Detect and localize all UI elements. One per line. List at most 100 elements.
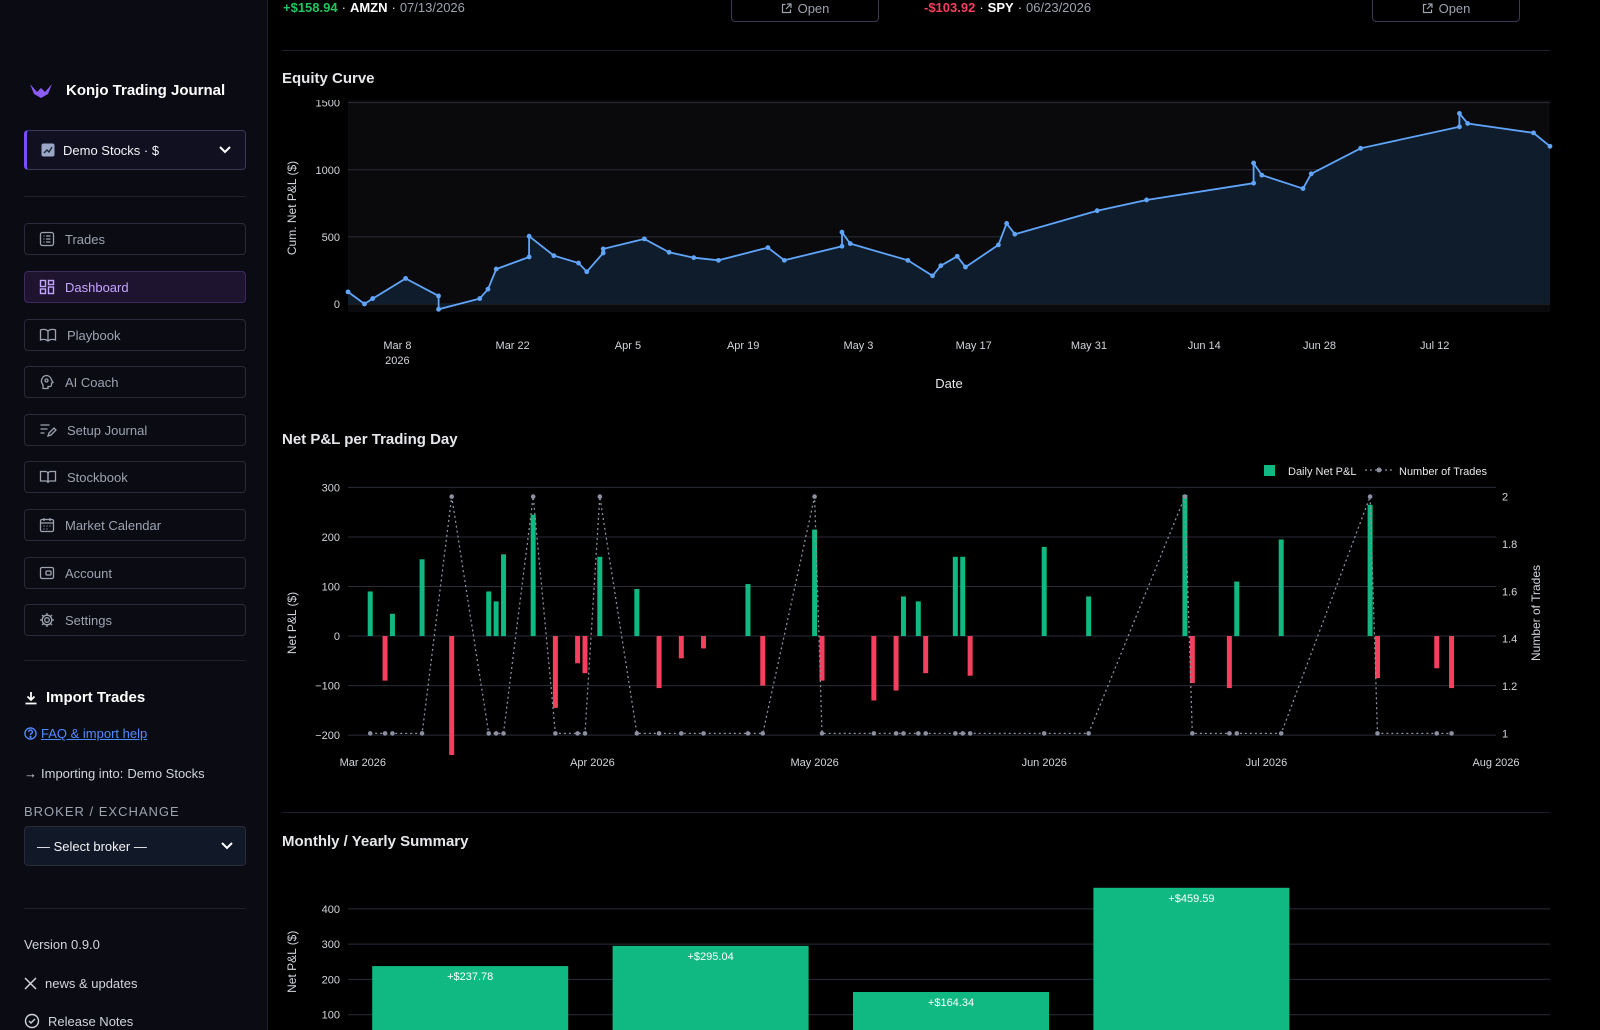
- trades-count-point: [575, 731, 580, 736]
- sidebar-item-label: Trades: [65, 231, 105, 247]
- daily-pnl-bar: [1226, 636, 1232, 689]
- equity-point: [641, 236, 647, 242]
- sidebar-item-stockbook[interactable]: Stockbook: [24, 461, 246, 493]
- equity-point: [839, 243, 845, 249]
- sidebar-item-setup-journal[interactable]: Setup Journal: [24, 414, 246, 446]
- equity-point: [938, 263, 944, 269]
- equity-point: [1457, 124, 1462, 130]
- y-tick-label: 1000: [316, 165, 340, 177]
- equity-point: [493, 266, 499, 272]
- trades-count-point: [486, 731, 492, 736]
- account-select-value: Demo Stocks · $: [63, 142, 160, 158]
- sidebar-item-dashboard[interactable]: Dashboard: [24, 271, 246, 303]
- sidebar-item-label: Dashboard: [65, 279, 129, 295]
- equity-point: [526, 233, 532, 239]
- y-tick-label: 300: [322, 939, 340, 951]
- trades-count-point: [597, 494, 603, 499]
- equity-point: [839, 229, 845, 235]
- daily-pnl-bar: [575, 636, 581, 664]
- x-tick-label: Jul 2026: [1246, 757, 1288, 769]
- sidebar-item-market-calendar[interactable]: Market Calendar: [24, 509, 246, 541]
- equity-point: [954, 253, 960, 259]
- daily-pnl-bar: [967, 636, 973, 676]
- trades-count-point: [812, 494, 817, 499]
- konjo-logo-icon: [30, 84, 52, 98]
- equity-point: [930, 273, 935, 279]
- sidebar-item-label: Market Calendar: [65, 517, 162, 533]
- trades-count-point: [915, 731, 921, 736]
- equity-curve-chart: 0 500 1000 1500 Mar 8 2026 Mar 22 Apr 5 Apr 19 Ma…: [285, 100, 1553, 391]
- release-notes-link[interactable]: Release Notes: [24, 1013, 133, 1029]
- faq-import-help-link[interactable]: FAQ & import help: [24, 726, 147, 741]
- trades-count-point: [449, 494, 454, 499]
- equity-point: [765, 245, 771, 250]
- daily-pnl-bar: [656, 636, 662, 689]
- equity-point: [526, 254, 532, 260]
- trades-count-point: [701, 731, 706, 736]
- trade-symbol: AMZN: [349, 0, 388, 15]
- trade-symbol: SPY: [987, 0, 1014, 15]
- trades-count-point: [634, 731, 640, 736]
- divider: [24, 660, 246, 661]
- trades-count-point: [1182, 494, 1188, 499]
- y2-tick-label: 2: [1502, 492, 1508, 504]
- version-text: Version 0.9.0: [24, 937, 100, 952]
- open-book-icon: [39, 470, 57, 484]
- news-link-text: news & updates: [45, 976, 138, 991]
- daily-pnl-bar: [530, 514, 536, 637]
- y2-tick-label: 1.8: [1502, 539, 1517, 551]
- dot-separator: ·: [1017, 0, 1023, 15]
- book-icon: [39, 328, 57, 342]
- trades-count-point: [893, 731, 899, 736]
- open-trade-button[interactable]: Open: [1372, 0, 1520, 22]
- equity-point: [995, 242, 1001, 248]
- trades-count-point: [501, 731, 506, 736]
- equity-point: [1094, 208, 1100, 214]
- list-icon: [39, 231, 55, 247]
- monthly-summary-chart: 100 200 300 400 Net P&L ($) +$237.78 +$295.04 +…: [285, 887, 1550, 1030]
- trades-count-point: [419, 731, 425, 736]
- brain-icon: [40, 374, 54, 390]
- daily-pnl-bar: [760, 636, 766, 686]
- equity-point: [1547, 143, 1553, 149]
- open-trade-button[interactable]: Open: [731, 0, 879, 22]
- top-trade-item: +$158.94 · AMZN · 07/13/2026: [283, 0, 465, 15]
- open-button-label: Open: [797, 0, 830, 16]
- daily-pnl-bar: [1449, 636, 1455, 689]
- sidebar-item-ai-coach[interactable]: AI Coach: [24, 366, 246, 398]
- top-trade-item: -$103.92 · SPY · 06/23/2026: [924, 0, 1091, 15]
- brand-title: Konjo Trading Journal: [66, 81, 226, 99]
- brand[interactable]: Konjo Trading Journal: [28, 80, 225, 100]
- sidebar-item-account[interactable]: Account: [24, 557, 246, 589]
- monthly-summary-title: Monthly / Yearly Summary: [282, 833, 469, 850]
- daily-pnl-bar: [745, 584, 751, 637]
- daily-pnl-bar: [915, 601, 921, 637]
- equity-point: [370, 296, 376, 301]
- sidebar-item-settings[interactable]: Settings: [24, 604, 246, 636]
- y-tick-label: 200: [322, 974, 340, 986]
- gear-icon: [40, 613, 54, 627]
- sidebar-item-trades[interactable]: Trades: [24, 223, 246, 255]
- daily-pnl-bar: [597, 556, 603, 637]
- news-updates-link[interactable]: news & updates: [24, 976, 138, 991]
- daily-pnl-bar: [1182, 494, 1188, 637]
- x-tick-label: Aug 2026: [1472, 757, 1519, 769]
- daily-pnl-bar: [367, 591, 373, 637]
- account-select[interactable]: Demo Stocks · $: [24, 130, 246, 170]
- trade-date: 07/13/2026: [399, 0, 465, 15]
- trades-count-point: [953, 731, 958, 736]
- daily-pnl-chart: 300 200 100 0 −100 −200 2 1.8 1.6 1.4 1.2 1 Mar 2026…: [285, 465, 1543, 769]
- sidebar-item-playbook[interactable]: Playbook: [24, 319, 246, 351]
- daily-pnl-bar: [701, 636, 707, 649]
- trade-pnl: -$103.92: [924, 0, 976, 15]
- y-axis-label: Net P&L ($): [285, 592, 299, 654]
- equity-point: [847, 241, 853, 246]
- sidebar-item-label: Settings: [65, 612, 112, 628]
- daily-pnl-bar: [1234, 581, 1240, 637]
- trades-count-point: [901, 731, 906, 736]
- y-tick-label: −200: [315, 730, 340, 742]
- y-tick-label: 0: [334, 299, 340, 311]
- broker-select[interactable]: — Select broker —: [24, 826, 246, 866]
- y-axis-label: Net P&L ($): [285, 931, 299, 993]
- open-button-label: Open: [1438, 0, 1471, 16]
